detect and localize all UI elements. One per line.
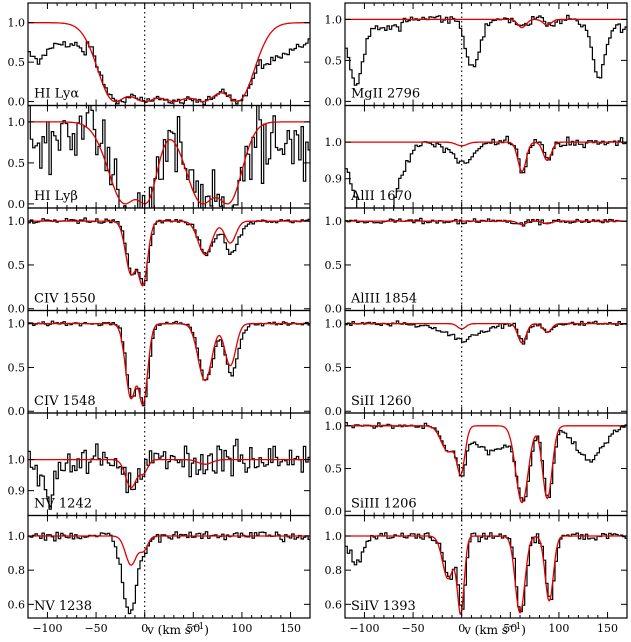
panel-5: 0.9 1.0 NV 1242 bbox=[8, 412, 311, 517]
panel-7-y-tick-label: 1.0 bbox=[325, 13, 343, 26]
x-tick-label: −100 bbox=[32, 622, 62, 635]
panel-1-y-tick-label: 0.5 bbox=[8, 56, 26, 69]
panel-10-y-tick-label: 1.0 bbox=[325, 318, 343, 331]
panel-5-model-series bbox=[28, 458, 310, 489]
panel-4-model-series bbox=[28, 322, 310, 406]
x-tick-label: 150 bbox=[280, 622, 301, 635]
panel-12-y-tick-label: 0.8 bbox=[325, 564, 343, 577]
x-tick-label: 100 bbox=[231, 622, 252, 635]
panel-7-y-tick-label: 0.0 bbox=[325, 95, 343, 108]
panel-6-y-tick-label: 1.0 bbox=[8, 530, 26, 543]
panel-3-y-tick-label: 0.5 bbox=[8, 259, 26, 272]
x-tick-label: 100 bbox=[548, 622, 569, 635]
x-tick-label: 0 bbox=[458, 622, 465, 635]
panel-9-data-series bbox=[345, 217, 627, 227]
panel-11-y-tick-label: 0.5 bbox=[325, 463, 343, 476]
panel-6-model-series bbox=[28, 535, 310, 566]
panel-12-y-tick-label: 0.6 bbox=[325, 598, 343, 611]
panel-10: 0.0 0.5 1.0 SiII 1260 bbox=[325, 309, 628, 418]
panel-10-y-tick-label: 0.0 bbox=[325, 405, 343, 418]
panel-10-data-series bbox=[345, 320, 627, 345]
panel-8-data-series bbox=[345, 135, 627, 208]
panel-2-data-series bbox=[28, 105, 310, 208]
panel-8-species-label: AlII 1670 bbox=[350, 189, 412, 204]
panel-6-y-tick-label: 0.6 bbox=[8, 598, 26, 611]
panel-12-frame bbox=[344, 514, 628, 619]
x-tick-label: −50 bbox=[84, 622, 107, 635]
panel-6-data-series bbox=[28, 531, 310, 615]
panel-4: 0.0 0.5 1.0 CIV 1548 bbox=[8, 309, 311, 418]
x-tick-label: 50 bbox=[503, 622, 517, 635]
panel-2-y-tick-label: 0.5 bbox=[8, 157, 26, 170]
panel-2-y-tick-label: 0.0 bbox=[8, 198, 26, 211]
panel-12: 0.6 0.8 1.0 SiIV 1393 −100 −50 0 50 100 150 bbox=[325, 514, 628, 635]
panel-6-y-tick-label: 0.8 bbox=[8, 564, 26, 577]
panel-1-species-label: HI Lyα bbox=[34, 87, 79, 102]
panel-9-species-label: AlIII 1854 bbox=[350, 292, 417, 307]
panel-2-species-label: HI Lyβ bbox=[34, 189, 78, 204]
panel-6-species-label: NV 1238 bbox=[34, 599, 92, 614]
panel-3-y-tick-label: 1.0 bbox=[8, 215, 26, 228]
panel-8-model-series bbox=[345, 141, 627, 172]
panel-12-y-tick-label: 1.0 bbox=[325, 530, 343, 543]
panel-1-y-tick-label: 0.0 bbox=[8, 96, 26, 109]
panel-9-y-tick-label: 0.0 bbox=[325, 303, 343, 316]
panel-4-y-tick-label: 0.5 bbox=[8, 361, 26, 374]
panel-6: 0.6 0.8 1.0 NV 1238 −100 −50 0 50 100 150 bbox=[8, 514, 311, 635]
panel-3-data-series bbox=[28, 217, 310, 285]
panel-1-y-tick-label: 1.0 bbox=[8, 17, 26, 30]
panel-7-model-series bbox=[345, 18, 627, 29]
x-tick-label: 50 bbox=[186, 622, 200, 635]
panel-10-species-label: SiII 1260 bbox=[351, 394, 412, 409]
x-tick-label: −50 bbox=[401, 622, 424, 635]
panel-5-data-series bbox=[28, 438, 310, 510]
panel-7-data-series bbox=[345, 14, 627, 86]
panel-1: 0.0 0.5 1.0 HI Lyα bbox=[8, 2, 311, 109]
panel-9: 0.0 0.5 1.0 AlIII 1854 bbox=[325, 207, 628, 316]
x-axis-label-left: v (km s−1) bbox=[146, 622, 209, 637]
panel-1-model-series bbox=[28, 22, 310, 103]
panel-11-species-label: SiIII 1206 bbox=[351, 497, 417, 512]
panel-11-model-series bbox=[345, 425, 627, 504]
panel-3-model-series bbox=[28, 220, 310, 287]
panel-3: 0.0 0.5 1.0 CIV 1550 bbox=[8, 207, 311, 316]
x-tick-label: 0 bbox=[141, 622, 148, 635]
panel-12-model-series bbox=[345, 535, 627, 616]
panel-4-data-series bbox=[28, 320, 310, 407]
panel-2-y-tick-label: 1.0 bbox=[8, 116, 26, 129]
panel-7-y-tick-label: 0.5 bbox=[325, 54, 343, 67]
panel-5-species-label: NV 1242 bbox=[34, 497, 92, 512]
panel-4-y-tick-label: 0.0 bbox=[8, 405, 26, 418]
panel-10-y-tick-label: 0.5 bbox=[325, 361, 343, 374]
panel-2-model-series bbox=[28, 121, 310, 205]
panel-4-species-label: CIV 1548 bbox=[34, 394, 96, 409]
panel-11-data-series bbox=[345, 422, 627, 502]
panel-11-y-tick-label: 0.0 bbox=[325, 505, 343, 518]
x-axis-label-right: v (km s−1) bbox=[463, 622, 526, 637]
panel-11-y-tick-label: 1.0 bbox=[325, 420, 343, 433]
panel-8-y-tick-label: 0.9 bbox=[325, 173, 343, 186]
panel-9-y-tick-label: 0.5 bbox=[325, 259, 343, 272]
panel-8: 0.9 1.0 AlII 1670 bbox=[325, 104, 628, 209]
panel-5-y-tick-label: 1.0 bbox=[8, 454, 26, 467]
panel-12-species-label: SiIV 1393 bbox=[351, 599, 416, 614]
panel-3-species-label: CIV 1550 bbox=[34, 292, 96, 307]
x-tick-label: −100 bbox=[349, 622, 379, 635]
panel-7-species-label: MgII 2796 bbox=[351, 87, 420, 102]
panel-11: 0.0 0.5 1.0 SiIII 1206 bbox=[325, 412, 628, 518]
panel-9-model-series bbox=[345, 220, 627, 226]
panel-3-y-tick-label: 0.0 bbox=[8, 303, 26, 316]
panel-4-y-tick-label: 1.0 bbox=[8, 318, 26, 331]
panel-9-y-tick-label: 1.0 bbox=[325, 215, 343, 228]
panel-5-y-tick-label: 0.9 bbox=[8, 485, 26, 498]
panel-7: 0.0 0.5 1.0 MgII 2796 bbox=[325, 2, 628, 108]
panel-6-frame bbox=[27, 514, 311, 619]
x-tick-label: 150 bbox=[597, 622, 618, 635]
panel-2: 0.0 0.5 1.0 HI Lyβ bbox=[8, 104, 311, 211]
panels-layer: 0.0 0.5 1.0 HI Lyα 0.0 0.5 1.0 HI Lyβ 0.0 0.5 1.0 C… bbox=[8, 2, 628, 635]
panel-1-data-series bbox=[28, 38, 310, 106]
panel-10-model-series bbox=[345, 322, 627, 344]
panel-8-y-tick-label: 1.0 bbox=[325, 136, 343, 149]
